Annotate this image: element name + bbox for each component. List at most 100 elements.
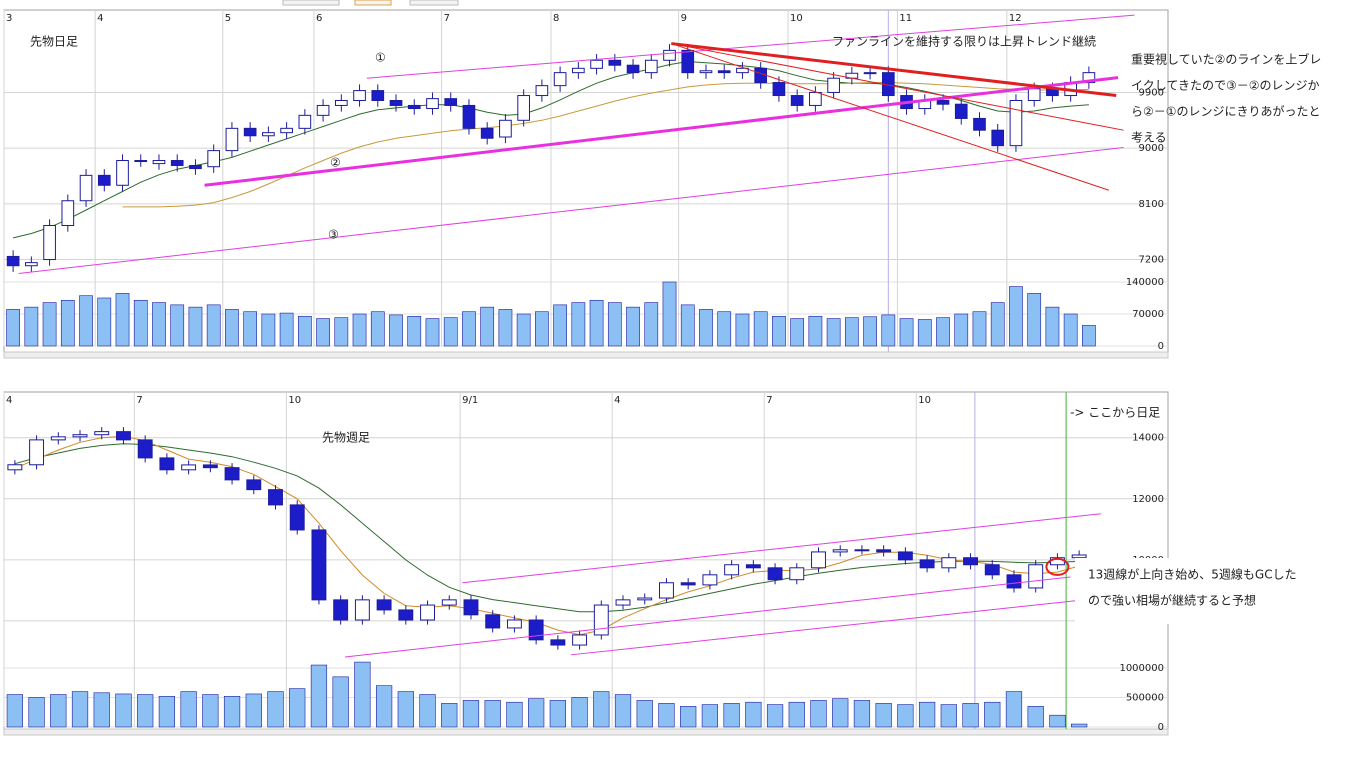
volume-bar [593, 691, 610, 728]
candle-body [480, 127, 494, 139]
candle-body [936, 99, 950, 105]
volume-tick-label: 0 [1158, 341, 1164, 352]
volume-bar [875, 703, 892, 728]
candle-body [97, 174, 111, 186]
panel-frame [3, 391, 1169, 736]
trendlines [344, 513, 1101, 658]
candle-body [680, 582, 696, 586]
candle-body [736, 67, 749, 74]
volume-bar [24, 306, 39, 347]
candle-body [6, 255, 20, 267]
trendline [462, 513, 1101, 584]
volume-bar [484, 700, 501, 728]
candle-body [43, 224, 56, 261]
volume-bar [607, 302, 622, 347]
volume-bar [516, 313, 531, 347]
candle-body [376, 599, 392, 611]
volume-bar [680, 304, 695, 347]
candle-body [790, 95, 804, 106]
volume-bar [918, 701, 936, 728]
volume-bar [701, 704, 719, 728]
candle-body [311, 529, 327, 601]
candle-body [809, 91, 822, 106]
volume-bar [158, 696, 176, 728]
volume-bar [93, 692, 110, 728]
volume-tick-label: 140000 [1126, 277, 1164, 288]
highlight-circle [1045, 557, 1070, 576]
volume-bar [370, 311, 385, 347]
candle-body [225, 127, 239, 152]
candle-body [745, 564, 761, 569]
volume-bar [419, 694, 436, 728]
volume-bar [42, 302, 57, 347]
candle-body [863, 72, 877, 75]
candle-body [590, 59, 603, 69]
volume-bar [6, 309, 20, 347]
candle-body [550, 639, 566, 646]
volume-bar [206, 304, 221, 347]
candle-body [334, 99, 348, 106]
volume-bar [170, 304, 185, 347]
volume-bar [441, 703, 458, 728]
volume-bar [389, 314, 403, 347]
candle-body [991, 129, 1005, 147]
candle-body [572, 634, 588, 646]
y-tick-label: 7200 [1139, 255, 1164, 266]
candle-body [189, 164, 202, 170]
toolbar-tab[interactable] [354, 0, 392, 6]
x-tick-label: 11 [899, 13, 912, 24]
volume-bar [243, 311, 258, 347]
annotation: ので強い相場が継続すると予想 [1088, 593, 1256, 608]
volume-bar [245, 693, 262, 728]
x-tick-label: 10 [288, 395, 301, 406]
volume-bar [443, 317, 458, 347]
candle-body [553, 72, 567, 87]
volume-bar [735, 313, 750, 347]
volume-bar [745, 701, 762, 728]
toolbar-tab[interactable] [409, 0, 459, 6]
volume-bar [936, 317, 950, 347]
volume-bar [535, 311, 549, 347]
volume-bar [766, 704, 784, 728]
volume-bar [316, 318, 330, 347]
y-tick-label: 14000 [1132, 433, 1164, 444]
candle-body [608, 59, 622, 66]
volume-bar [352, 313, 367, 347]
volume-bar [772, 315, 786, 347]
candle-body [789, 567, 805, 581]
candle-body [134, 160, 148, 163]
volume-bar [844, 317, 859, 347]
x-tick-label: 8 [553, 13, 559, 24]
annotation: ファンラインを維持する限りは上昇トレンド継続 [832, 34, 1096, 49]
annotation-box [1075, 558, 1325, 624]
x-tick-label: 5 [225, 13, 231, 24]
volume-bar [50, 694, 67, 728]
volume-bar [636, 700, 653, 728]
candle-body [137, 439, 153, 459]
volume-bar [115, 693, 132, 728]
volume-bar [289, 688, 306, 728]
volume-bar [990, 302, 1005, 347]
trendline [570, 597, 1101, 656]
volume-bar [680, 706, 697, 728]
candle-body [61, 200, 75, 226]
candle-body [827, 77, 840, 93]
candle-body [535, 85, 549, 97]
toolbar-tab[interactable] [282, 0, 340, 6]
volume-bar [1045, 306, 1060, 347]
volume-bar [407, 315, 422, 347]
candle-body [289, 504, 305, 531]
x-tick-label: 12 [1009, 13, 1022, 24]
candle-body [681, 49, 695, 74]
volume-bar [549, 700, 566, 728]
volume-bar [853, 700, 871, 728]
candle-body [637, 597, 653, 601]
x-tick-label: 3 [6, 13, 12, 24]
candle-body [224, 467, 240, 481]
candle-body [754, 67, 768, 84]
volume-bar [553, 304, 567, 347]
chart-panel: 80001000012000140000500000100000047109/1… [3, 391, 1325, 736]
